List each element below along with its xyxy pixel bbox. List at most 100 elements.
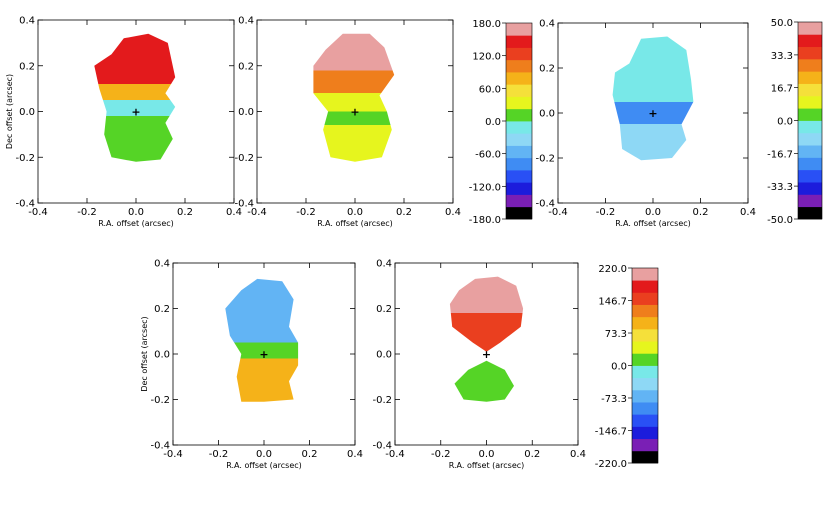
- y-tick-label: 0.2: [539, 64, 555, 75]
- colorbar-top-left: 180.0 120.0 60.0 0.0 -60.0 -120.0 -180.0: [469, 19, 533, 226]
- colorbar-swatch: [506, 133, 532, 146]
- panel-model: -0.4 -0.2 0.0 0.2 0.4 -0.4 -0.2 0.0 0.2 0.4 R.A. o…: [234, 16, 460, 229]
- x-tick-label: 0.0: [256, 449, 272, 460]
- colorbar-swatch: [506, 206, 532, 220]
- center-marker: +: [131, 106, 140, 119]
- colorbar-swatch: [632, 304, 658, 318]
- colorbar-swatch: [798, 34, 822, 48]
- colorbar-swatch: [798, 58, 822, 72]
- x-tick-label: 0.0: [128, 207, 144, 218]
- x-tick-label: -0.2: [596, 207, 616, 218]
- colorbar-swatch: [798, 157, 822, 171]
- colorbar-swatch: [632, 280, 658, 293]
- center-marker: +: [350, 106, 359, 119]
- colorbar-swatch: [632, 353, 658, 366]
- colorbar-swatch: [632, 377, 658, 391]
- colorbar-swatch: [632, 389, 658, 403]
- y-tick-label: 0.0: [376, 350, 392, 361]
- colorbar-swatch: [798, 169, 822, 183]
- colorbar-tick-label: -73.3: [601, 394, 627, 405]
- colorbar-swatch: [506, 157, 532, 171]
- x-tick-label: 0.2: [177, 207, 193, 218]
- colorbar-swatch: [506, 121, 532, 134]
- x-axis-label: R.A. offset (arcsec): [317, 219, 393, 228]
- velocity-field-region: [313, 33, 395, 162]
- colorbar-tick-label: -180.0: [469, 215, 501, 226]
- x-tick-label: 0.0: [479, 449, 495, 460]
- colorbar-swatch: [506, 72, 532, 85]
- x-tick-label: -0.4: [548, 207, 568, 218]
- colorbar-swatch: [798, 120, 822, 134]
- center-marker: +: [259, 348, 268, 361]
- x-tick-label: 0.2: [524, 449, 540, 460]
- y-tick-label: -0.2: [535, 154, 555, 165]
- x-tick-label: 0.0: [347, 207, 363, 218]
- colorbar-tick-label: 120.0: [472, 52, 501, 63]
- y-tick-label: -0.4: [15, 199, 35, 210]
- y-tick-label: 0.4: [376, 259, 392, 270]
- y-tick-label: 0.4: [154, 259, 170, 270]
- colorbar-swatch: [506, 23, 532, 36]
- panel-observed: -0.4 -0.2 0.0 0.2 0.4 -0.4 -0.2 0.0 0.2 0.4 R.A. o…: [5, 16, 242, 229]
- colorbar-swatch: [506, 84, 532, 97]
- colorbar-swatch: [632, 341, 658, 354]
- colorbar-swatch: [798, 194, 822, 208]
- y-tick-label: -0.4: [234, 199, 254, 210]
- velocity-field-region: [612, 36, 694, 161]
- colorbar-swatch: [506, 170, 532, 183]
- colorbar-swatch: [506, 145, 532, 159]
- colorbar-swatch: [506, 35, 532, 48]
- y-tick-label: 0.4: [19, 16, 35, 27]
- y-tick-label: 0.0: [238, 107, 254, 118]
- colorbar-swatch: [798, 46, 822, 60]
- colorbar-swatch: [798, 182, 822, 195]
- colorbar-swatch: [632, 292, 658, 305]
- colorbar-swatch: [632, 450, 658, 464]
- colorbar-tick-label: 146.7: [598, 296, 627, 307]
- colorbar-swatch: [798, 71, 822, 84]
- colorbar-swatch: [506, 194, 532, 208]
- colorbar-tick-label: 0.0: [485, 117, 501, 128]
- x-tick-label: 0.0: [645, 207, 661, 218]
- colorbar-swatch: [798, 206, 822, 220]
- colorbar-tick-label: -16.7: [767, 149, 793, 160]
- center-marker: +: [648, 107, 657, 120]
- x-tick-label: 0.4: [226, 207, 242, 218]
- x-tick-label: -0.4: [385, 449, 405, 460]
- y-tick-label: 0.0: [154, 350, 170, 361]
- colorbar-swatch: [632, 365, 658, 379]
- x-tick-label: -0.4: [28, 207, 48, 218]
- colorbar-top-right: 50.0 33.3 16.7 0.0 -16.7 -33.3 -50.0: [767, 18, 823, 226]
- y-tick-label: 0.0: [539, 109, 555, 120]
- x-tick-label: 0.4: [347, 449, 363, 460]
- colorbar-tick-label: -33.3: [767, 182, 793, 193]
- colorbar-tick-label: -146.7: [595, 427, 627, 438]
- colorbar-swatch: [798, 108, 822, 121]
- colorbar-tick-label: -50.0: [767, 215, 793, 226]
- colorbar-bottom: 220.0 146.7 73.3 0.0 -73.3 -146.7 -220.0: [595, 264, 659, 470]
- colorbar-swatch: [632, 316, 658, 330]
- colorbar-tick-label: -120.0: [469, 182, 501, 193]
- y-tick-label: -0.2: [372, 395, 392, 406]
- colorbar-tick-label: -60.0: [475, 150, 501, 161]
- y-tick-label: 0.2: [376, 304, 392, 315]
- y-tick-label: -0.2: [150, 395, 170, 406]
- x-tick-label: 0.2: [693, 207, 709, 218]
- colorbar-swatch: [632, 328, 658, 342]
- colorbar-tick-label: 50.0: [771, 18, 793, 29]
- velocity-field-region: [449, 276, 524, 352]
- colorbar-swatch: [506, 108, 532, 122]
- colorbar-swatch: [632, 414, 658, 427]
- y-tick-label: 0.2: [238, 61, 254, 72]
- y-tick-label: 0.4: [539, 19, 555, 30]
- colorbar-tick-label: 0.0: [611, 362, 627, 373]
- y-tick-label: 0.2: [19, 61, 35, 72]
- x-tick-label: 0.4: [740, 207, 756, 218]
- colorbar-swatch: [506, 47, 532, 61]
- x-axis-label: R.A. offset (arcsec): [226, 461, 302, 470]
- colorbar-swatch: [798, 132, 822, 146]
- colorbar-swatch: [632, 268, 658, 281]
- colorbar-tick-label: 220.0: [598, 264, 627, 275]
- colorbar-tick-label: 180.0: [472, 19, 501, 30]
- panel-component-a: -0.4 -0.2 0.0 0.2 0.4 -0.4 -0.2 0.0 0.2 0.4 R.A. o…: [140, 259, 363, 471]
